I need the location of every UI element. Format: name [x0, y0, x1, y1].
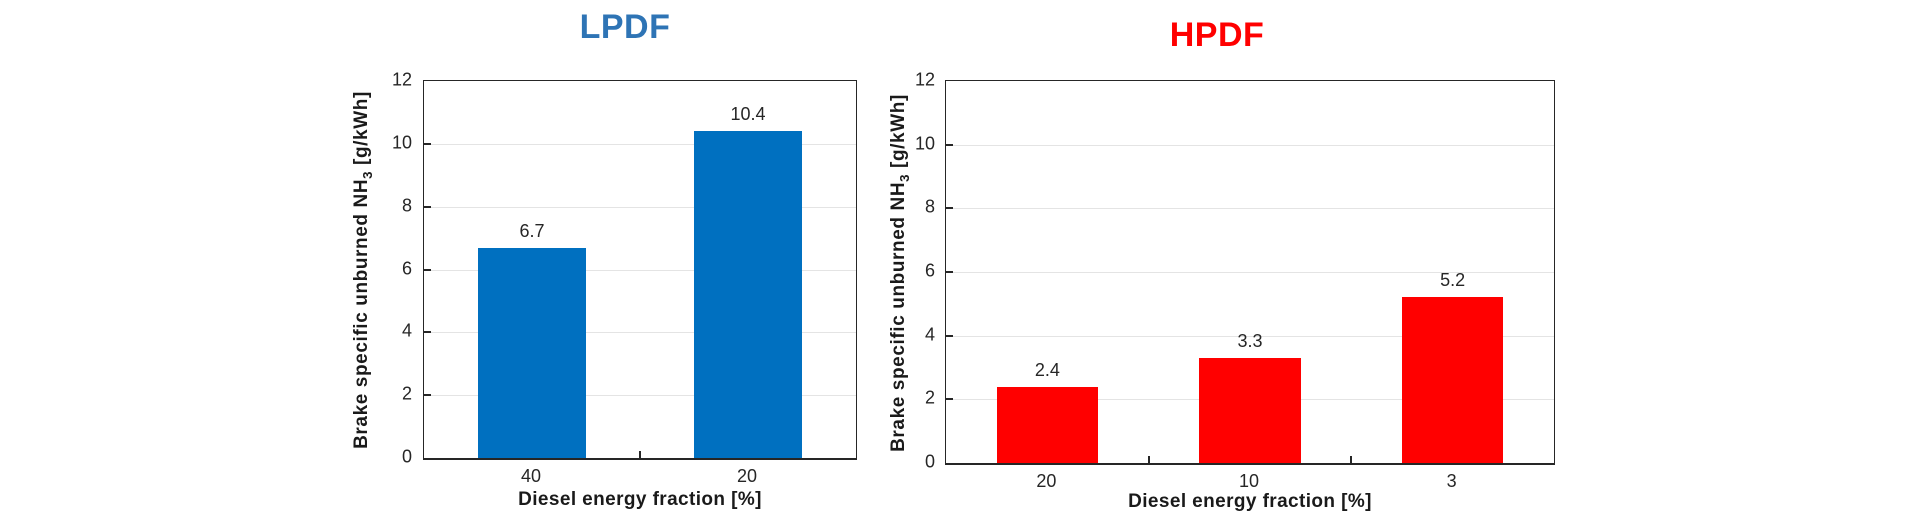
y-tick-mark	[946, 334, 953, 337]
bar-value-label: 6.7	[519, 220, 545, 241]
y-tick-label: 0	[924, 451, 935, 472]
bar-value-label: 10.4	[730, 104, 766, 125]
y-tick-label: 0	[401, 446, 412, 467]
y-tick-mark	[424, 268, 431, 271]
y-tick-mark	[946, 143, 953, 146]
x-tick-label: 20	[736, 466, 758, 486]
x-tick-label: 40	[520, 466, 542, 486]
bar-value-label: 2.4	[1034, 359, 1060, 380]
gridline	[946, 208, 1554, 210]
bar	[694, 131, 802, 458]
gridline	[424, 332, 856, 334]
plot-area: 2.4 3.3 5.2	[945, 80, 1555, 465]
bar	[1199, 357, 1301, 463]
x-tick-label: 10	[1238, 471, 1260, 491]
x-tick-mark	[1147, 456, 1150, 463]
y-tick-label: 6	[401, 258, 412, 278]
gridline	[946, 335, 1554, 337]
gridline	[946, 144, 1554, 146]
y-tick-mark	[424, 331, 431, 334]
y-tick-mark	[424, 142, 431, 145]
y-tick-label: 6	[924, 260, 935, 281]
gridline	[424, 395, 856, 397]
bar-value-label: 3.3	[1237, 330, 1263, 351]
y-tick-label: 2	[924, 387, 935, 408]
y-tick-mark	[946, 207, 953, 210]
x-axis-title: Diesel energy fraction [%]	[1128, 491, 1372, 512]
x-tick-mark	[639, 451, 641, 458]
y-tick-label: 12	[391, 69, 412, 90]
bar	[1402, 297, 1504, 463]
x-tick-label: 20	[1036, 471, 1057, 491]
x-tick-labels: 40 20	[423, 466, 857, 490]
x-tick-mark	[1350, 456, 1353, 463]
y-tick-mark	[946, 271, 953, 273]
x-tick-label: 3	[1446, 471, 1457, 491]
y-tick-label: 12	[914, 69, 935, 90]
gridline	[424, 143, 856, 145]
y-tick-labels: 0 2 4 6 8 10 12	[352, 70, 412, 467]
y-tick-label: 4	[401, 320, 412, 341]
y-tick-mark	[424, 394, 431, 397]
bar	[996, 386, 1098, 463]
plot-area: 6.7 10.4	[423, 80, 857, 460]
y-tick-mark	[424, 205, 431, 208]
bar-value-label: 5.2	[1440, 270, 1466, 291]
y-tick-label: 8	[924, 196, 935, 217]
bar	[478, 247, 586, 458]
gridline	[424, 206, 856, 208]
gridline	[424, 269, 856, 271]
gridline	[946, 272, 1554, 273]
x-tick-labels: 20 10 3	[945, 471, 1555, 495]
y-tick-mark	[946, 398, 953, 401]
y-tick-label: 4	[924, 324, 935, 345]
y-tick-label: 10	[391, 132, 412, 153]
chart-title: LPDF	[579, 8, 671, 46]
y-tick-label: 10	[914, 133, 935, 154]
chart-title: HPDF	[1169, 16, 1265, 54]
y-tick-label: 8	[401, 195, 412, 216]
x-axis-title: Diesel energy fraction [%]	[518, 489, 762, 510]
y-tick-label: 2	[401, 383, 412, 404]
y-tick-labels: 0 2 4 6 8 10 12	[875, 70, 935, 472]
